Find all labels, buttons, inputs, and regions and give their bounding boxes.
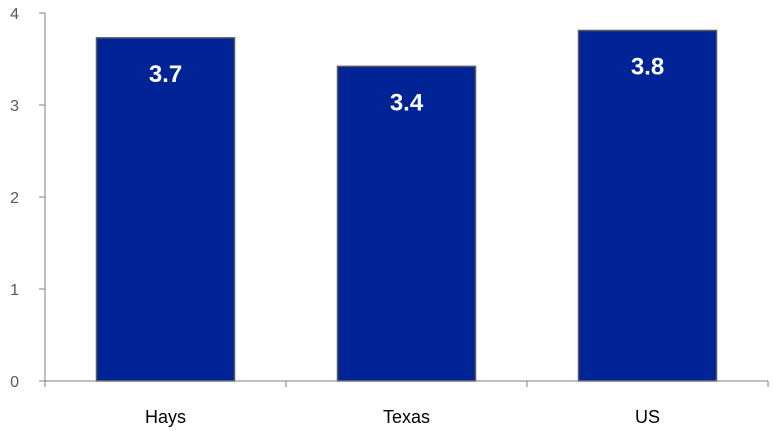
x-tick-label-us: US bbox=[635, 407, 660, 427]
data-label-texas: 3.4 bbox=[390, 89, 424, 116]
data-label-us: 3.8 bbox=[631, 53, 664, 80]
data-label-hays: 3.7 bbox=[149, 61, 182, 88]
y-tick-label: 2 bbox=[10, 190, 19, 207]
x-axis-ticks: Hays Texas US bbox=[44, 381, 769, 427]
y-axis-ticks: 0 1 2 3 4 bbox=[10, 6, 45, 391]
y-tick-label: 0 bbox=[10, 374, 19, 391]
bar-texas bbox=[336, 65, 477, 382]
bars: 3.7 3.4 3.8 bbox=[95, 29, 718, 382]
x-tick-label-hays: Hays bbox=[145, 407, 186, 427]
y-tick-label: 3 bbox=[10, 98, 19, 115]
x-tick-label-texas: Texas bbox=[383, 407, 430, 427]
bar-us bbox=[577, 29, 718, 382]
y-tick-label: 4 bbox=[10, 6, 19, 23]
bar-hays bbox=[95, 37, 236, 382]
y-tick-label: 1 bbox=[10, 282, 19, 299]
